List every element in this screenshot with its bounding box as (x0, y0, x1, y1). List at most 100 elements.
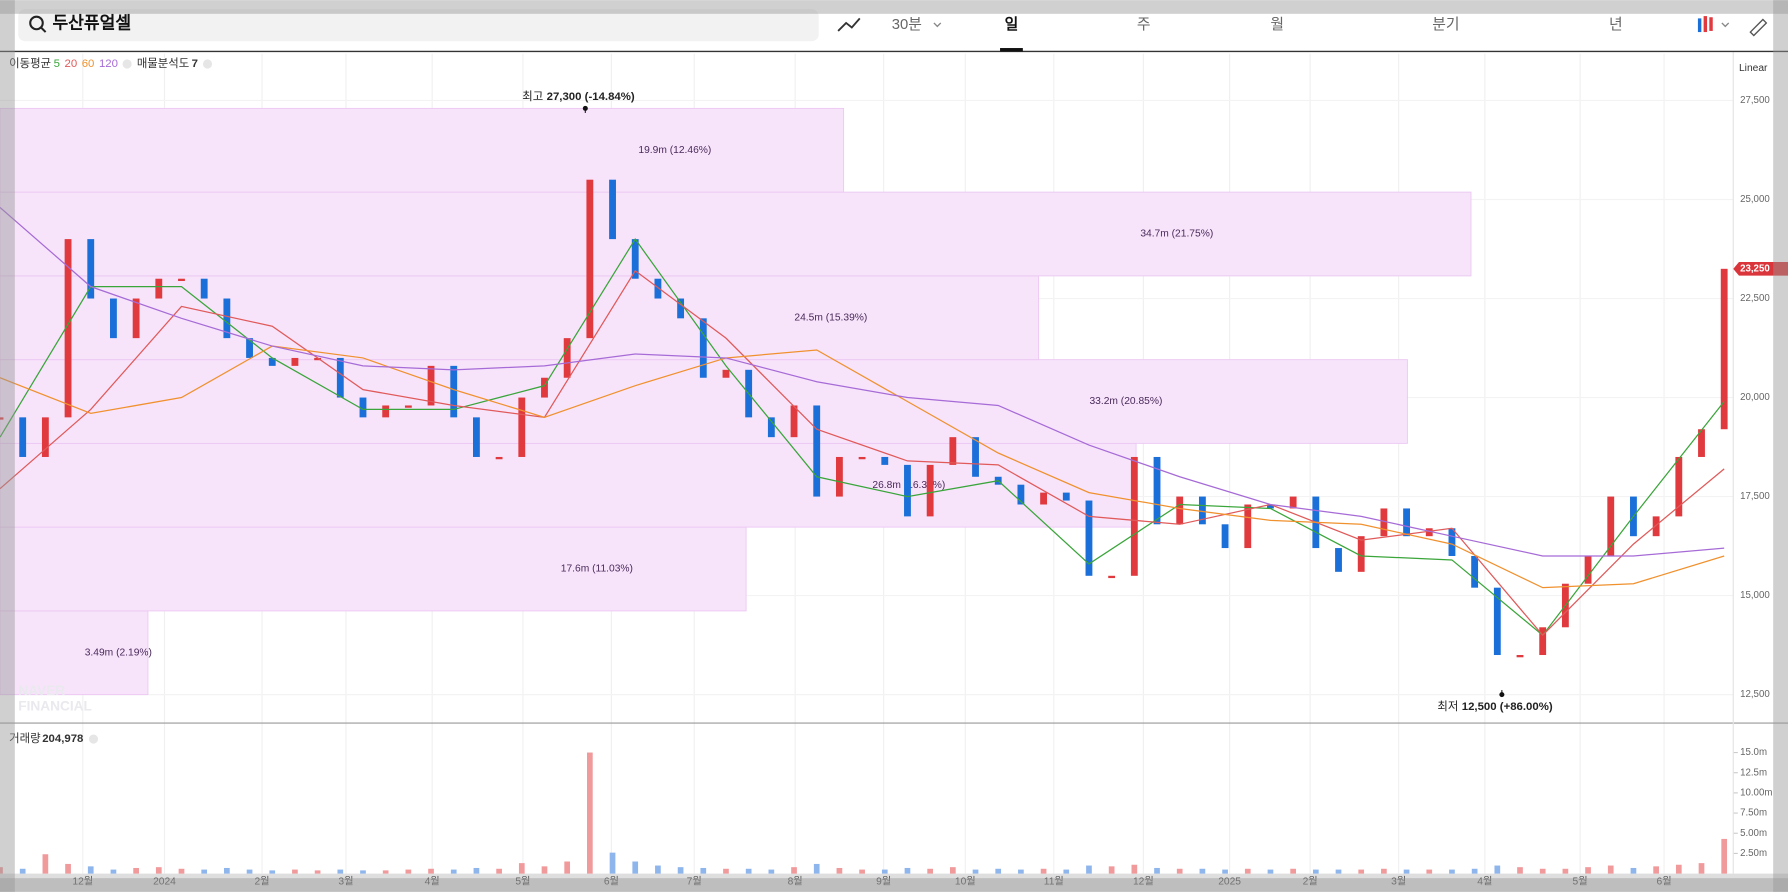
period-tab[interactable]: 년 (1609, 16, 1623, 33)
volume-bar (450, 869, 457, 874)
stock-name[interactable]: 두산퓨얼셀 (52, 14, 131, 33)
candle (268, 357, 276, 366)
volume-bar (541, 866, 548, 874)
indicator-icon[interactable] (837, 17, 861, 32)
volume-bar (87, 866, 94, 874)
candle (1017, 484, 1025, 505)
candle (790, 405, 798, 438)
chart-type-icon[interactable] (1697, 16, 1730, 33)
moving-average-line (0, 345, 1725, 589)
profile-label: 매물분석도 (137, 57, 189, 70)
candle (178, 278, 185, 281)
period-tab[interactable]: 일 (1005, 16, 1019, 33)
volume-bar (110, 869, 117, 874)
candle (450, 365, 458, 418)
volume-bar (1267, 869, 1274, 874)
volume-bar (1721, 838, 1728, 874)
candle (314, 357, 322, 361)
extreme-annotation: 최고 27,300 (-14.84%) (522, 90, 635, 103)
volume-bar (496, 868, 502, 874)
last-price-label: 23,250 (1740, 263, 1770, 274)
y-tick-label: 22,500 (1740, 293, 1770, 304)
volume-value: 204,978 (42, 733, 83, 745)
volume-profile-bar (0, 191, 1472, 277)
moving-average-line (0, 237, 1725, 637)
volume-bar (1449, 869, 1455, 874)
volume-bar (1018, 869, 1024, 874)
period-tab[interactable]: 월 (1270, 16, 1284, 33)
x-tick-label: 4월 (425, 875, 440, 887)
volume-bar (1675, 864, 1682, 874)
candle (1380, 508, 1388, 537)
volume-bar (995, 868, 1002, 874)
candle (609, 179, 616, 240)
draw-icon[interactable] (1749, 18, 1768, 37)
volume-profile-bar (0, 107, 845, 193)
volume-profile-bar (0, 526, 747, 612)
volume-bar (178, 868, 185, 874)
x-tick-label: 4월 (1477, 875, 1492, 887)
candle (1539, 627, 1547, 656)
x-tick-label: 5월 (515, 875, 530, 887)
period-tab[interactable]: 주 (1137, 17, 1151, 33)
candle (631, 239, 639, 279)
legend-entry: 60 (82, 58, 95, 70)
period-tab[interactable]: 분기 (1432, 16, 1459, 33)
candle (1221, 524, 1229, 549)
search-icon (29, 15, 44, 31)
volume-bar (65, 863, 71, 874)
y-tick-label: 17,500 (1740, 491, 1770, 502)
candle (1289, 496, 1297, 509)
volume-bar (1426, 869, 1433, 874)
interval-select[interactable]: 30분 (892, 17, 922, 33)
icon-part (1709, 17, 1713, 31)
candle (110, 298, 117, 339)
volume-bar (1607, 865, 1614, 874)
candle (1108, 575, 1116, 579)
candle (949, 437, 957, 465)
candle (1062, 492, 1070, 501)
volume-bar (927, 868, 934, 874)
close-button[interactable] (88, 734, 99, 744)
volume-bar (1585, 867, 1591, 874)
close-button[interactable] (202, 59, 213, 69)
extreme-marker (582, 105, 588, 111)
volume-bar (791, 867, 797, 874)
volume-profile-label: 33.2m (20.85%) (1089, 396, 1162, 407)
volume-bar (1086, 865, 1092, 874)
volume-bar (314, 870, 321, 874)
volume-bar (1199, 868, 1206, 874)
candle (1176, 496, 1184, 525)
volume-bar (518, 863, 525, 874)
volume-bar (1131, 864, 1138, 874)
volume-bar (700, 867, 707, 874)
candle (1267, 504, 1274, 509)
candle (1040, 492, 1048, 505)
candle (586, 179, 594, 339)
candle (200, 278, 208, 299)
moving-average-line (0, 206, 1725, 557)
candle (699, 318, 707, 378)
candle (359, 397, 367, 418)
volume-bar (768, 869, 775, 874)
candle (858, 456, 866, 460)
volume-profile-label: 17.6m (11.03%) (561, 564, 633, 575)
volume-bar (201, 869, 208, 874)
candle (518, 397, 526, 457)
close-button[interactable] (122, 59, 132, 69)
y-tick-label: 15.0m (1740, 747, 1767, 758)
volume-bar (337, 869, 344, 874)
y-tick-label: 20,000 (1740, 392, 1770, 403)
volume-bar (723, 868, 729, 874)
volume-bar (155, 867, 162, 874)
chevron (1721, 22, 1730, 28)
candle (881, 456, 889, 465)
volume-bar (1222, 869, 1228, 874)
scale-mode[interactable]: Linear (1739, 63, 1768, 74)
search-box[interactable] (18, 9, 819, 42)
candle (246, 338, 253, 358)
candle (541, 377, 548, 398)
